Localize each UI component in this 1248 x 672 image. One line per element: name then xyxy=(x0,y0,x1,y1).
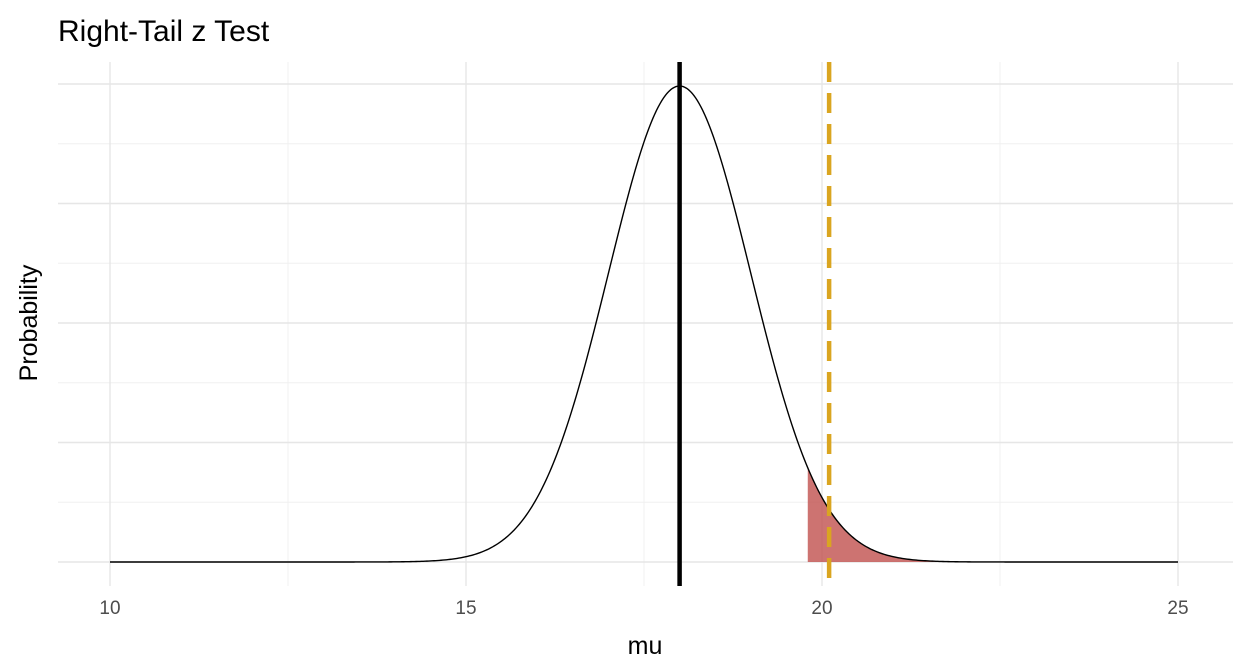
x-tick-label: 25 xyxy=(1167,598,1188,619)
major-gridlines xyxy=(58,62,1233,586)
x-tick-label: 15 xyxy=(455,598,476,619)
x-tick-label: 10 xyxy=(99,598,120,619)
x-axis-tick-labels: 10 15 20 25 xyxy=(99,598,1188,619)
density-curve xyxy=(110,85,1178,563)
y-axis-title: Probability xyxy=(15,264,43,381)
chart-title: Right-Tail z Test xyxy=(58,15,270,48)
x-axis-title: mu xyxy=(628,632,663,660)
shaded-tail-area xyxy=(807,467,1178,562)
x-tick-label: 20 xyxy=(811,598,832,619)
minor-gridlines xyxy=(58,62,1233,586)
